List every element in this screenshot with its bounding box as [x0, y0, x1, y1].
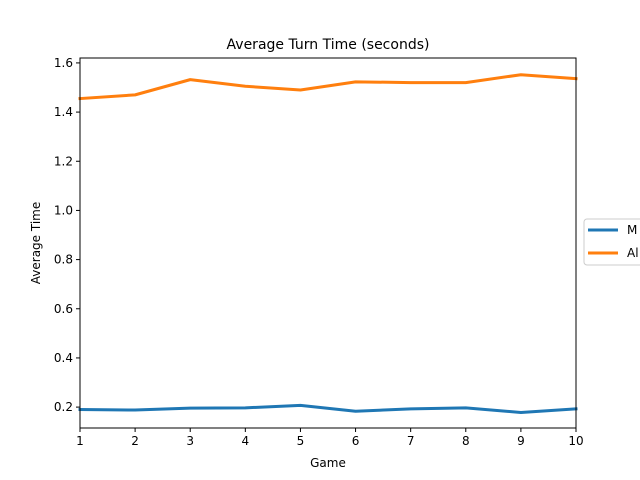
legend-label-m: M	[627, 223, 637, 237]
x-tick-label: 5	[297, 434, 305, 448]
plot-frame	[79, 57, 577, 429]
chart-title: Average Turn Time (seconds)	[227, 37, 430, 53]
y-tick-label: 1.0	[54, 203, 73, 217]
x-tick-label: 1	[76, 434, 84, 448]
x-axis-ticks: 1 2 3 4 5 6 7 8 9 10	[76, 428, 584, 448]
y-tick-label: 0.6	[54, 302, 73, 316]
y-tick-label: 0.4	[54, 351, 73, 365]
y-tick-label: 1.4	[54, 105, 73, 119]
plot-series-group	[78, 73, 578, 415]
series-line-al	[78, 73, 578, 101]
x-tick-label: 4	[242, 434, 250, 448]
x-tick-label: 8	[462, 434, 470, 448]
y-tick-label: 0.2	[54, 400, 73, 414]
y-tick-label: 0.8	[54, 253, 73, 267]
x-tick-label: 6	[352, 434, 360, 448]
x-axis-label: Game	[310, 456, 346, 470]
x-tick-label: 3	[186, 434, 194, 448]
y-tick-label: 1.6	[54, 56, 73, 70]
y-tick-label: 1.2	[54, 154, 73, 168]
y-axis-label: Average Time	[29, 202, 43, 284]
legend: M Al	[583, 218, 640, 266]
x-tick-label: 2	[131, 434, 139, 448]
x-tick-label: 9	[517, 434, 525, 448]
x-tick-label: 7	[407, 434, 415, 448]
y-axis-ticks: 0.2 0.4 0.6 0.8 1.0 1.2 1.4 1.6	[54, 56, 80, 414]
series-line-m	[78, 403, 578, 415]
legend-label-al: Al	[627, 246, 639, 260]
x-tick-label: 10	[568, 434, 583, 448]
